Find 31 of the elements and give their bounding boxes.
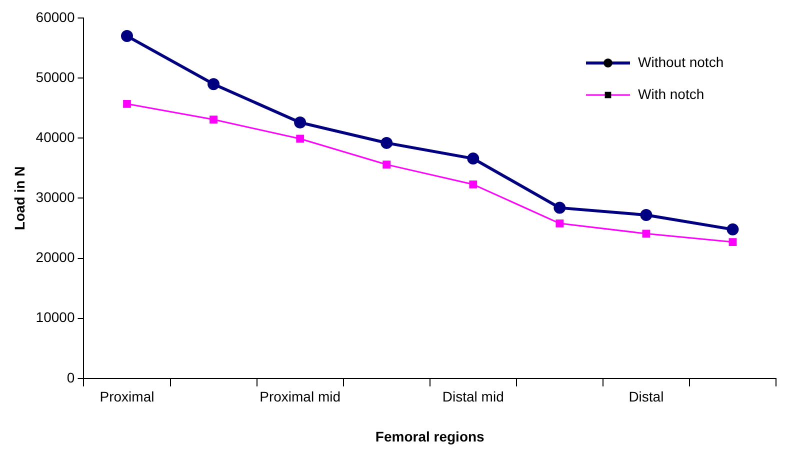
legend-label: Without notch [638, 54, 724, 70]
point [382, 160, 391, 168]
point [296, 134, 304, 143]
point [642, 230, 650, 238]
point [467, 152, 480, 165]
point [121, 30, 133, 42]
y-tick-label: 30000 [36, 189, 75, 206]
point [554, 202, 566, 214]
point [380, 136, 393, 149]
x-axis-title: Femoral regions [375, 428, 485, 444]
y-tick-label: 10000 [36, 309, 75, 326]
point [469, 180, 478, 188]
point [208, 78, 220, 90]
y-axis-title: Load in N [11, 166, 28, 230]
legend-label: With notch [638, 86, 704, 102]
point [294, 116, 306, 129]
y-tick-label: 20000 [36, 249, 75, 266]
y-tick-label: 60000 [36, 8, 75, 25]
x-tick-label: Distal mid [442, 388, 504, 405]
point [728, 238, 737, 246]
x-tick-label: Proximal mid [260, 388, 341, 405]
point [640, 209, 652, 222]
x-tick-label: Proximal [100, 388, 154, 405]
y-tick-label: 50000 [36, 68, 75, 85]
point [210, 116, 218, 124]
point [123, 100, 131, 108]
point [726, 223, 739, 236]
x-tick-label: Distal [628, 388, 664, 405]
y-tick-label: 40000 [36, 128, 75, 145]
y-tick-label: 0 [66, 369, 75, 386]
point [556, 219, 564, 228]
